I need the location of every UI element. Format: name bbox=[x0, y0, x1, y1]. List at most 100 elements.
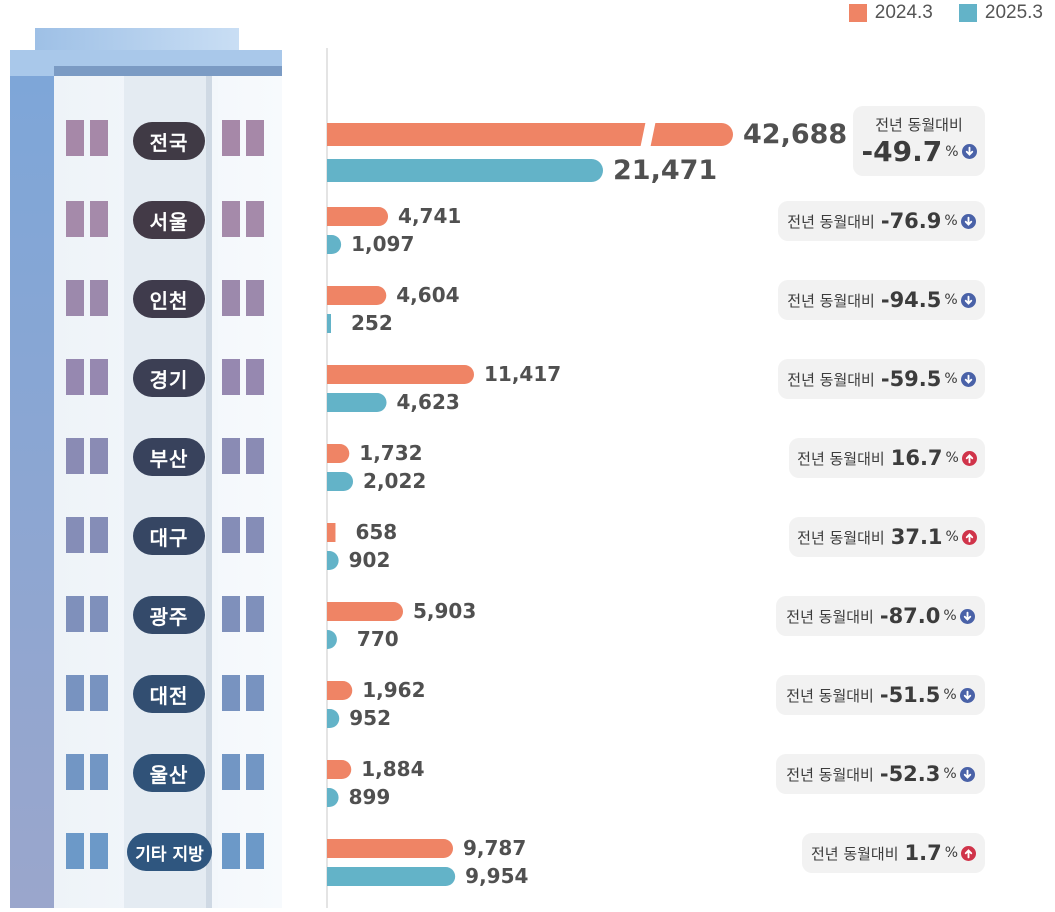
arrow-up-icon bbox=[961, 529, 977, 545]
yoy-value: 1.7 bbox=[904, 841, 942, 865]
bar-value-label: 899 bbox=[349, 785, 391, 809]
window bbox=[246, 438, 264, 474]
bar-2025 bbox=[327, 159, 603, 182]
bar-2024 bbox=[327, 365, 474, 384]
building-floor bbox=[0, 517, 300, 577]
legend-label-2024: 2024.3 bbox=[874, 2, 933, 23]
yoy-unit: % bbox=[945, 143, 959, 160]
bar-2024 bbox=[327, 760, 352, 779]
window bbox=[222, 596, 240, 632]
yoy-label: 전년 동월대비 bbox=[786, 765, 874, 784]
bar-2024 bbox=[327, 523, 336, 542]
yoy-value: -94.5 bbox=[880, 288, 942, 312]
yoy-label: 전년 동월대비 bbox=[786, 607, 874, 626]
yoy-label: 전년 동월대비 bbox=[810, 844, 899, 863]
bar-value-label: 4,623 bbox=[397, 390, 460, 414]
yoy-badge: 전년 동월대비 -59.5% bbox=[778, 359, 985, 399]
yoy-value-group: 37.1% bbox=[891, 525, 977, 549]
window bbox=[90, 438, 108, 474]
yoy-badge: 전년 동월대비 -51.5% bbox=[776, 675, 985, 715]
window bbox=[222, 201, 240, 237]
bar-2025 bbox=[327, 393, 387, 412]
window bbox=[66, 359, 84, 395]
window bbox=[90, 675, 108, 711]
region-label: 광주 bbox=[133, 596, 205, 634]
window bbox=[222, 754, 240, 790]
yoy-value-group: -51.5% bbox=[880, 683, 975, 707]
bar-2024 bbox=[327, 681, 353, 700]
yoy-badge: 전년 동월대비 -76.9% bbox=[778, 201, 985, 241]
bar-2024 bbox=[327, 207, 389, 226]
window bbox=[246, 675, 264, 711]
window bbox=[66, 280, 84, 316]
yoy-value: -59.5 bbox=[880, 367, 942, 391]
yoy-value: -52.3 bbox=[879, 762, 941, 786]
bar-value-label: 1,884 bbox=[361, 757, 424, 781]
window bbox=[246, 596, 264, 632]
yoy-value-group: -52.3% bbox=[880, 762, 975, 786]
yoy-unit: % bbox=[943, 766, 957, 782]
bar-value-label: 1,962 bbox=[362, 678, 425, 702]
yoy-value-group: -94.5% bbox=[881, 288, 976, 312]
yoy-label: 전년 동월대비 bbox=[797, 449, 885, 468]
bar-2025 bbox=[327, 472, 354, 491]
window bbox=[90, 120, 108, 156]
yoy-value-group: -49.7% bbox=[861, 135, 977, 168]
region-label: 대전 bbox=[133, 675, 205, 713]
yoy-label: 전년 동월대비 bbox=[797, 528, 885, 547]
window bbox=[246, 120, 264, 156]
window bbox=[246, 754, 264, 790]
axis-break-mark bbox=[640, 120, 656, 149]
region-label: 부산 bbox=[133, 438, 205, 476]
window bbox=[66, 517, 84, 553]
yoy-value: 37.1 bbox=[890, 525, 943, 549]
bar-2025 bbox=[327, 867, 456, 886]
region-label: 대구 bbox=[133, 517, 205, 555]
bar-value-label: 9,787 bbox=[463, 836, 526, 860]
legend-label-2025: 2025.3 bbox=[984, 2, 1043, 23]
window bbox=[222, 120, 240, 156]
legend-item-2025: 2025.3 bbox=[958, 2, 1043, 24]
window bbox=[246, 201, 264, 237]
bar-value-label: 2,022 bbox=[363, 469, 426, 493]
bar-2025 bbox=[327, 314, 331, 333]
arrow-down-icon bbox=[959, 687, 975, 703]
yoy-unit: % bbox=[944, 371, 958, 387]
window bbox=[246, 833, 264, 869]
window bbox=[246, 280, 264, 316]
bar-value-label: 1,732 bbox=[359, 441, 422, 465]
bar-value-label: 5,903 bbox=[413, 599, 476, 623]
legend-item-2024: 2024.3 bbox=[848, 2, 933, 24]
bar-2024 bbox=[327, 602, 404, 621]
bar-value-label: 4,741 bbox=[398, 204, 461, 228]
bar-2024 bbox=[327, 839, 454, 858]
window bbox=[66, 201, 84, 237]
window bbox=[246, 517, 264, 553]
window bbox=[90, 359, 108, 395]
window bbox=[66, 596, 84, 632]
window bbox=[66, 833, 84, 869]
yoy-unit: % bbox=[944, 845, 959, 861]
region-label: 전국 bbox=[133, 122, 205, 160]
building-floor bbox=[0, 201, 300, 261]
yoy-value-group: -76.9% bbox=[881, 209, 976, 233]
building-floor bbox=[0, 833, 300, 893]
yoy-value: -76.9 bbox=[880, 209, 942, 233]
yoy-label: 전년 동월대비 bbox=[787, 291, 875, 310]
arrow-down-icon bbox=[960, 213, 976, 229]
yoy-value: -51.5 bbox=[879, 683, 941, 707]
arrow-down-icon bbox=[960, 371, 976, 387]
building-floor bbox=[0, 754, 300, 814]
bar-value-label: 658 bbox=[355, 520, 397, 544]
bar-2024 bbox=[327, 123, 733, 146]
yoy-label: 전년 동월대비 bbox=[787, 370, 875, 389]
arrow-down-icon bbox=[959, 608, 975, 624]
yoy-label: 전년 동월대비 bbox=[875, 116, 963, 134]
building-illustration: 전국 서울 인천 경기 부산 대구 광주 대전 울산 기타 지방 bbox=[0, 0, 300, 912]
bar-value-label: 952 bbox=[349, 706, 391, 730]
yoy-badge: 전년 동월대비 1.7% bbox=[802, 833, 985, 873]
yoy-value-group: 1.7% bbox=[905, 841, 977, 865]
window bbox=[90, 754, 108, 790]
bar-value-label: 252 bbox=[351, 311, 393, 335]
